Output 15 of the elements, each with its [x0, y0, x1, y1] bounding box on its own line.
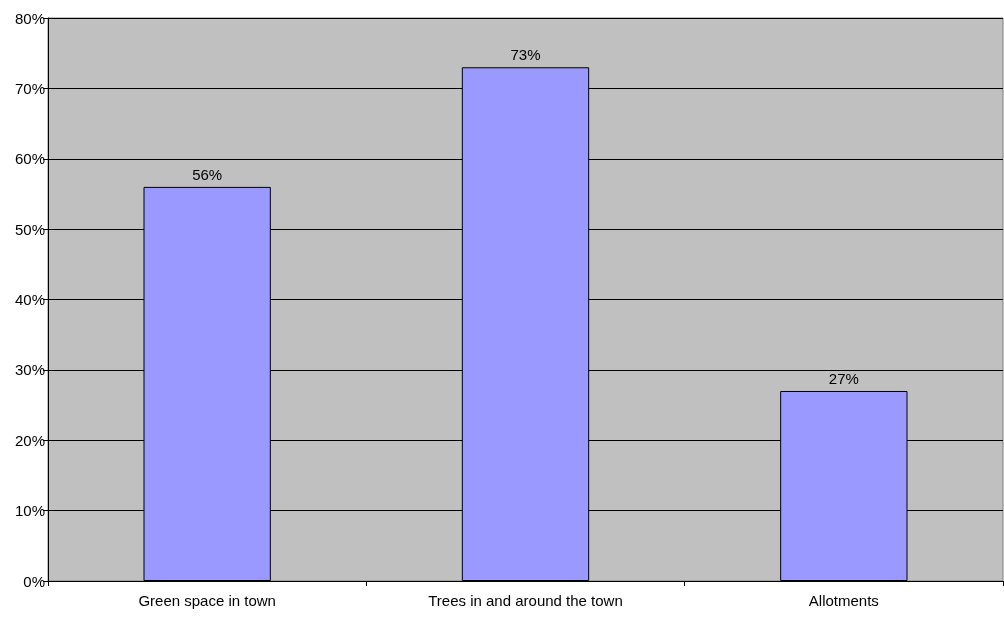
data-label: 56% [192, 165, 223, 183]
x-tick-label: Allotments [808, 592, 879, 609]
y-tick-label: 80% [14, 9, 45, 27]
x-tick-label: Trees in and around the town [428, 592, 623, 609]
data-label: 73% [510, 46, 541, 64]
y-tick-label: 20% [14, 431, 45, 449]
y-tick-label: 10% [14, 502, 45, 520]
y-tick-label: 70% [14, 79, 45, 97]
x-tick-label: Green space in town [138, 592, 276, 609]
y-tick-label: 0% [23, 572, 45, 590]
y-tick-label: 60% [14, 150, 45, 168]
y-tick-label: 40% [14, 291, 45, 308]
data-label: 27% [828, 369, 859, 387]
y-tick-label: 50% [14, 220, 45, 238]
y-tick-label: 30% [14, 361, 45, 379]
